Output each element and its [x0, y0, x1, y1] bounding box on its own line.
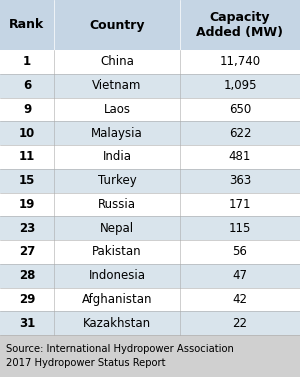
Text: 23: 23	[19, 222, 35, 234]
Text: Vietnam: Vietnam	[92, 79, 142, 92]
Text: 6: 6	[23, 79, 31, 92]
Text: 363: 363	[229, 174, 251, 187]
Text: 622: 622	[229, 127, 251, 139]
Bar	[54, 0, 180, 50]
Bar	[0, 145, 300, 169]
Bar	[0, 264, 300, 288]
Text: 29: 29	[19, 293, 35, 306]
Text: 1,095: 1,095	[223, 79, 257, 92]
Text: 56: 56	[232, 245, 247, 258]
Text: Laos: Laos	[103, 103, 130, 116]
Bar	[0, 121, 300, 145]
Bar	[0, 98, 300, 121]
Text: Turkey: Turkey	[98, 174, 136, 187]
Text: 47: 47	[232, 269, 247, 282]
Text: Kazakhstan: Kazakhstan	[83, 317, 151, 329]
Text: Pakistan: Pakistan	[92, 245, 142, 258]
Text: Indonesia: Indonesia	[88, 269, 146, 282]
Text: India: India	[103, 150, 131, 163]
Text: 27: 27	[19, 245, 35, 258]
Text: 9: 9	[23, 103, 31, 116]
Text: Rank: Rank	[9, 18, 45, 32]
Bar	[0, 311, 300, 335]
Bar	[0, 169, 300, 193]
Text: Capacity
Added (MW): Capacity Added (MW)	[196, 11, 284, 39]
Bar	[0, 288, 300, 311]
Text: Malaysia: Malaysia	[91, 127, 143, 139]
Bar	[0, 216, 300, 240]
Bar	[180, 0, 300, 50]
Text: 15: 15	[19, 174, 35, 187]
Text: Afghanistan: Afghanistan	[82, 293, 152, 306]
Text: 115: 115	[229, 222, 251, 234]
Text: Nepal: Nepal	[100, 222, 134, 234]
Text: China: China	[100, 55, 134, 68]
Text: 171: 171	[229, 198, 251, 211]
Text: 650: 650	[229, 103, 251, 116]
Text: Source: International Hydropower Association
2017 Hydropower Status Report: Source: International Hydropower Associa…	[6, 344, 234, 368]
Text: 19: 19	[19, 198, 35, 211]
Bar	[0, 335, 300, 377]
Text: Russia: Russia	[98, 198, 136, 211]
Text: 31: 31	[19, 317, 35, 329]
Bar	[0, 50, 300, 74]
Bar	[0, 74, 300, 98]
Text: 10: 10	[19, 127, 35, 139]
Text: 11: 11	[19, 150, 35, 163]
Text: 481: 481	[229, 150, 251, 163]
Bar	[0, 193, 300, 216]
Text: 42: 42	[232, 293, 247, 306]
Text: 1: 1	[23, 55, 31, 68]
Bar	[0, 240, 300, 264]
Text: 11,740: 11,740	[219, 55, 261, 68]
Text: 28: 28	[19, 269, 35, 282]
Bar	[0, 0, 54, 50]
Text: 22: 22	[232, 317, 247, 329]
Text: Country: Country	[89, 18, 145, 32]
